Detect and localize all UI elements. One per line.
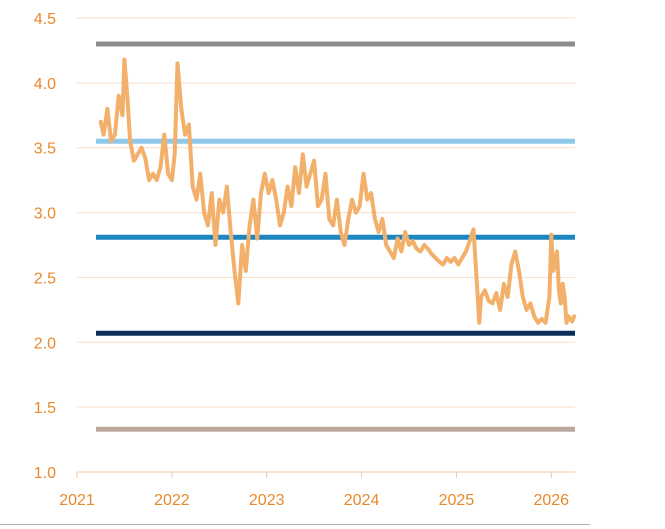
y-tick-label: 4.5 — [34, 11, 56, 28]
horizontal-gridlines — [77, 17, 575, 473]
x-axis — [76, 471, 575, 478]
y-axis-tick-labels: 1.0 1.5 2.0 2.5 3.0 3.5 4.0 4.5 — [34, 11, 56, 482]
reference-lines — [96, 41, 575, 432]
x-tick-label: 2025 — [439, 492, 475, 509]
y-tick-label: 1.0 — [34, 465, 56, 482]
y-tick-label: 2.0 — [34, 335, 56, 352]
x-tick-label: 2026 — [533, 492, 569, 509]
y-tick-label: 4.0 — [34, 76, 56, 93]
x-axis-tick-labels: 2021 2022 2023 2024 2025 2026 — [59, 492, 569, 509]
x-tick-label: 2024 — [344, 492, 380, 509]
bottom-divider — [0, 524, 590, 525]
y-tick-label: 1.5 — [34, 400, 56, 417]
y-tick-label: 3.5 — [34, 141, 56, 158]
price-line — [98, 57, 577, 325]
x-tick-label: 2022 — [154, 492, 190, 509]
x-tick-label: 2023 — [249, 492, 285, 509]
y-tick-label: 2.5 — [34, 270, 56, 287]
x-tick-label: 2021 — [59, 492, 95, 509]
y-tick-label: 3.0 — [34, 206, 56, 223]
price-series — [98, 57, 577, 325]
